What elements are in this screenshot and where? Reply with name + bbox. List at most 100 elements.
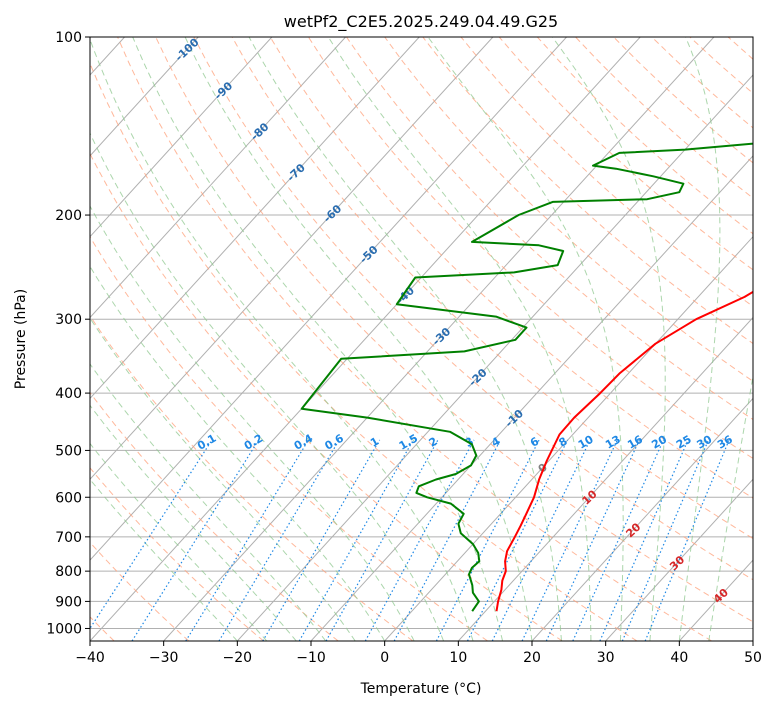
- mixing-ratio-label: 0.4: [292, 432, 316, 453]
- chart-title: wetPf2_C2E5.2025.249.04.49.G25: [284, 12, 558, 32]
- mixing-ratio-line: [435, 439, 540, 641]
- y-tick-label: 900: [55, 594, 82, 610]
- x-axis-ticks: −40 −30 −20 −10 0 10 20 30 40 50: [75, 641, 762, 666]
- dry-adiabat: [117, 37, 712, 641]
- sounding-series: [300, 142, 753, 612]
- y-tick-label: 600: [55, 490, 82, 506]
- moist-adiabat: [90, 404, 297, 641]
- mixing-ratio-line: [466, 439, 569, 641]
- mixing-ratio-line: [521, 439, 618, 641]
- mixing-ratio-line: [218, 439, 340, 641]
- dry-adiabat: [536, 37, 753, 235]
- mixing-ratio-line: [185, 439, 310, 641]
- isotherm-line: [90, 37, 567, 561]
- mixing-ratio-label: 0.6: [323, 432, 347, 453]
- mixing-ratio-line: [545, 439, 640, 641]
- background-lines: [90, 37, 753, 641]
- moist-adiabat: [708, 373, 753, 641]
- y-tick-label: 400: [55, 386, 82, 402]
- mixing-ratio-label: 1.5: [397, 432, 420, 453]
- moist-adiabat: [90, 205, 415, 641]
- isoline-labels: 0.1 0.2 0.4 0.6 1 1.5 2 3 4 6 8 10 13 16 20 25 30 36-100-…: [173, 36, 736, 606]
- mixing-ratio-label: 2: [427, 435, 440, 450]
- moist-adiabat: [132, 37, 503, 641]
- mixing-ratio-label: 1: [368, 435, 381, 450]
- dry-adiabat: [90, 62, 638, 641]
- mixing-ratio-label: 25: [674, 433, 694, 452]
- dry-adiabat: [193, 37, 753, 581]
- plot-frame: [89, 36, 754, 642]
- mixing-ratio-label: 20: [649, 433, 669, 452]
- mixing-ratio-label: 0.2: [242, 432, 265, 453]
- mixing-ratio-line: [90, 439, 213, 630]
- mixing-ratio-label: 6: [528, 434, 541, 449]
- mixing-ratio-line: [491, 439, 591, 641]
- isotherm-line: [90, 37, 346, 319]
- dry-adiabat: [269, 37, 753, 499]
- mixing-ratio-label: 4: [489, 434, 502, 449]
- dry-adiabat: [727, 37, 753, 60]
- x-tick-label: 40: [670, 650, 688, 666]
- moist-adiabat: [184, 37, 533, 641]
- moist-adiabat: [327, 37, 592, 641]
- isotherm-line: [90, 37, 199, 157]
- moist-adiabat: [90, 132, 445, 641]
- isotherm-line: [605, 478, 753, 641]
- mixing-ratio-line: [621, 439, 710, 641]
- mixing-ratio-line: [262, 439, 381, 641]
- x-axis-label: Temperature (°C): [360, 681, 482, 697]
- isotherm-line: [90, 37, 641, 641]
- dry-adiabat: [231, 37, 753, 540]
- x-tick-label: −40: [75, 650, 105, 666]
- isotherm-line: [236, 74, 753, 641]
- x-tick-label: 20: [523, 650, 541, 666]
- mixing-ratio-line: [572, 439, 665, 641]
- dry-adiabat: [90, 152, 563, 641]
- x-tick-label: 30: [597, 650, 615, 666]
- x-tick-label: 10: [449, 650, 467, 666]
- isotherm-line: [531, 397, 753, 641]
- y-tick-label: 500: [55, 443, 82, 459]
- mixing-ratio-line: [644, 439, 730, 641]
- isotherm-line: [90, 37, 273, 238]
- mixing-ratio-line: [298, 439, 414, 641]
- dry-adiabat: [651, 37, 753, 129]
- isotherm-line: [90, 37, 420, 400]
- x-tick-label: −30: [149, 650, 179, 666]
- mixing-ratio-label: 10: [576, 433, 596, 452]
- isotherm-label: -100: [173, 36, 202, 65]
- mixing-ratio-line: [325, 439, 439, 641]
- moist-adiabat: [551, 37, 666, 641]
- dry-adiabat: [346, 37, 753, 421]
- moist-adiabat: [427, 37, 624, 641]
- x-tick-label: 50: [744, 650, 762, 666]
- isotherm-line: [457, 316, 753, 641]
- y-axis-ticks: 100 200 300 400 500 600 700 800 900 1000: [46, 30, 90, 637]
- moist-adiabat: [678, 37, 721, 641]
- dry-adiabat: [90, 541, 190, 641]
- dry-adiabat: [90, 467, 264, 641]
- mixing-ratio-label: 16: [625, 433, 645, 452]
- y-tick-label: 100: [55, 30, 82, 46]
- isotherm-line: [384, 235, 753, 641]
- x-tick-label: −10: [296, 650, 326, 666]
- x-tick-label: 0: [380, 650, 389, 666]
- moist-adiabat: [90, 37, 474, 641]
- dry-adiabat: [90, 235, 488, 641]
- y-tick-label: 700: [55, 530, 82, 546]
- moist-adiabat: [90, 478, 238, 641]
- isotherm-line: [752, 640, 753, 641]
- dry-adiabat: [307, 37, 753, 460]
- isotherm-line: [163, 37, 715, 641]
- x-tick-label: −20: [223, 650, 253, 666]
- mixing-ratio-label: 0.1: [195, 432, 218, 453]
- y-axis-label: Pressure (hPa): [13, 289, 29, 389]
- moist-adiabat: [248, 37, 562, 641]
- mixing-ratio-line: [364, 439, 475, 641]
- isotherm-line: [90, 37, 494, 481]
- dry-adiabat: [689, 37, 753, 94]
- mixing-ratio-line: [599, 439, 689, 641]
- dry-adiabat: [155, 37, 753, 623]
- dry-adiabat: [575, 37, 753, 199]
